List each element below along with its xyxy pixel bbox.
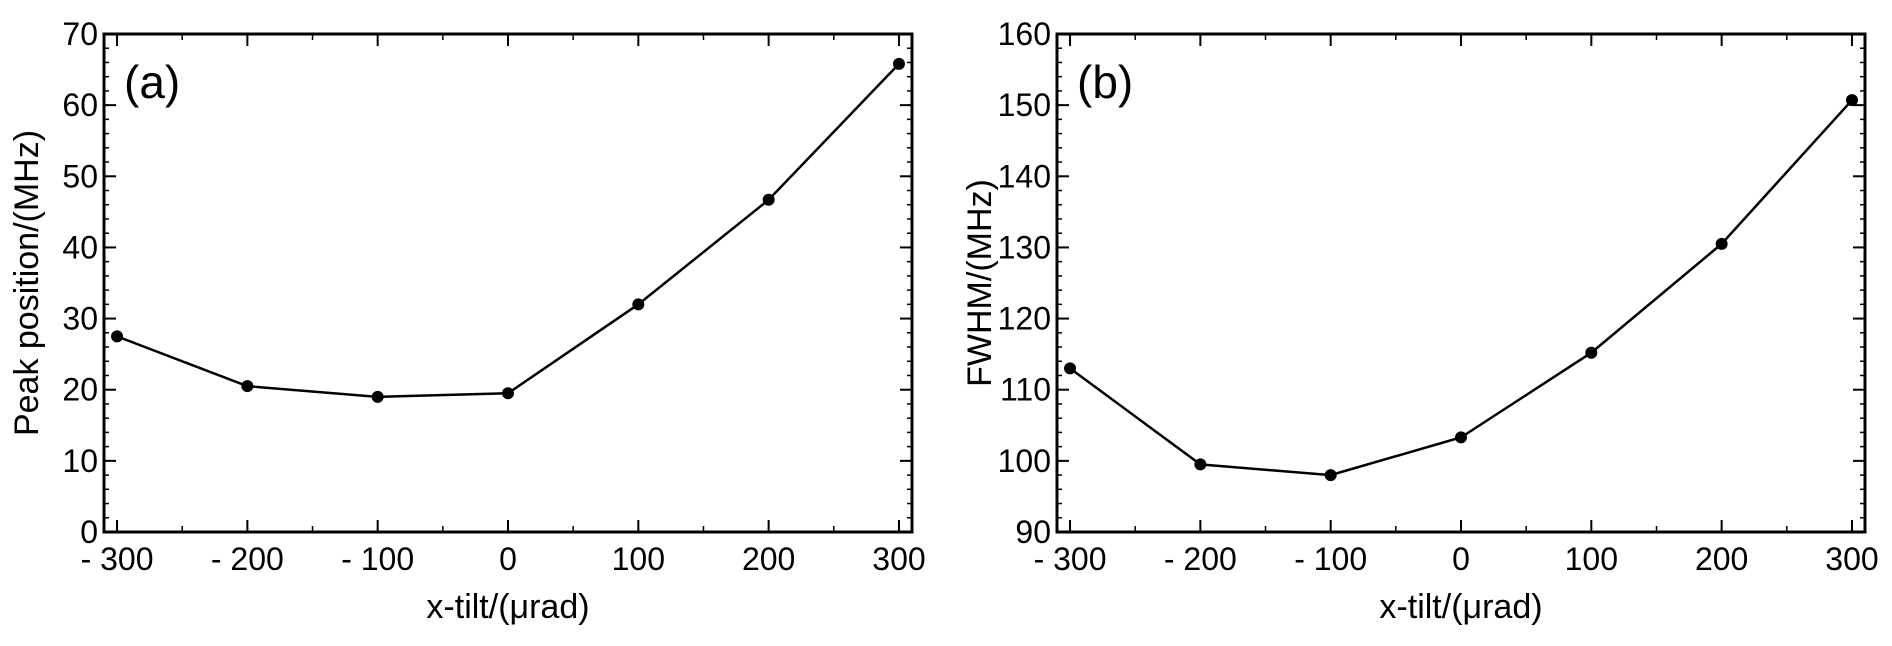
x-axis-title: x-tilt/(μrad): [426, 588, 589, 626]
y-tick-label: 20: [62, 372, 98, 408]
data-point: [241, 380, 254, 393]
data-point: [1064, 362, 1077, 375]
x-tick-label: 100: [612, 541, 665, 577]
x-tick-label: - 200: [1164, 541, 1237, 577]
data-point: [1715, 237, 1728, 250]
data-point: [1324, 469, 1337, 482]
series-line: [116, 63, 900, 399]
y-tick-label: 30: [62, 301, 98, 337]
y-tick-label: 60: [62, 87, 98, 123]
data-point: [1194, 458, 1207, 471]
y-tick-label: 50: [62, 158, 98, 194]
chart-panel-b: - 300 - 200 - 100 0 100 200 300 90 100 110 120 130 1…: [961, 16, 1879, 626]
y-tick-label: 40: [62, 229, 98, 265]
y-tick-label: 110: [1000, 372, 1051, 408]
plot-frame: [1055, 32, 1867, 534]
x-tick-label: 0: [499, 541, 517, 577]
x-tick-label: 300: [872, 541, 925, 577]
x-tick-label: 300: [1825, 541, 1878, 577]
chart-panel-a: - 300 - 200 - 100 0 100 200 300 0 10 20 30 40 50 60 70…: [8, 16, 926, 626]
data-point: [371, 390, 384, 403]
x-tick-label: - 300: [1034, 541, 1107, 577]
y-tick-label: 160: [998, 16, 1051, 52]
y-tick-label: 100: [998, 443, 1051, 479]
x-tick-label: 200: [1695, 541, 1748, 577]
y-tick-label: 0: [80, 514, 98, 550]
data-point: [1455, 431, 1467, 444]
y-axis-title: Peak position/(MHz): [8, 130, 46, 436]
y-tick-label: 120: [998, 301, 1051, 337]
data-point: [892, 57, 905, 70]
data-point: [1845, 94, 1858, 107]
x-tick-label: 200: [742, 541, 795, 577]
x-tick-label: - 100: [1294, 541, 1367, 577]
y-tick-label: 70: [62, 16, 98, 52]
panel-label: (b): [1077, 56, 1133, 108]
x-tick-label: - 300: [81, 541, 154, 577]
x-axis-title: x-tilt/(μrad): [1379, 588, 1542, 626]
data-point: [502, 387, 514, 400]
y-tick-label: 150: [998, 87, 1051, 123]
plot-frame: [102, 32, 914, 534]
data-point: [632, 298, 645, 311]
panel-label: (a): [124, 56, 180, 108]
x-tick-label: 0: [1452, 541, 1470, 577]
data-point: [1585, 346, 1598, 359]
y-tick-label: 10: [62, 443, 98, 479]
y-tick-label: 130: [998, 229, 1051, 265]
y-tick-label: 90: [1015, 514, 1051, 550]
y-axis-title: FWHM/(MHz): [961, 179, 999, 387]
series-line: [1069, 99, 1853, 477]
data-point: [762, 193, 775, 206]
x-tick-label: - 200: [211, 541, 284, 577]
y-tick-label: 140: [998, 158, 1051, 194]
data-point: [111, 330, 124, 343]
x-tick-label: - 100: [341, 541, 414, 577]
x-tick-label: 100: [1565, 541, 1618, 577]
